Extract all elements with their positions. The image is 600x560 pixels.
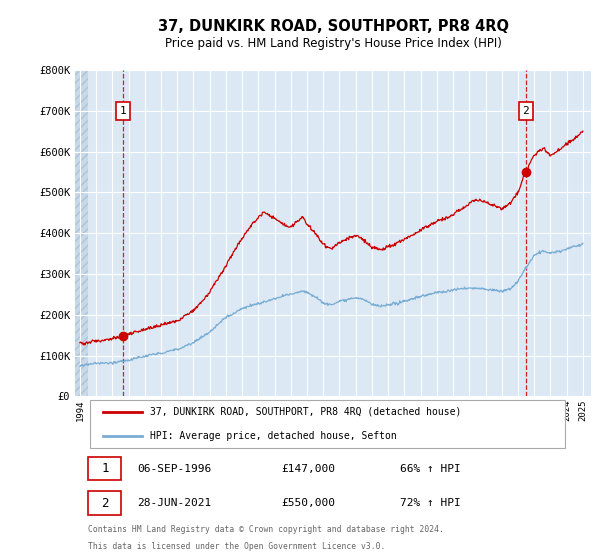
Text: Price paid vs. HM Land Registry's House Price Index (HPI): Price paid vs. HM Land Registry's House … — [164, 37, 502, 50]
Text: £147,000: £147,000 — [281, 464, 335, 474]
Text: This data is licensed under the Open Government Licence v3.0.: This data is licensed under the Open Gov… — [88, 543, 385, 552]
Text: 66% ↑ HPI: 66% ↑ HPI — [400, 464, 461, 474]
Text: Contains HM Land Registry data © Crown copyright and database right 2024.: Contains HM Land Registry data © Crown c… — [88, 525, 444, 534]
FancyBboxPatch shape — [88, 492, 121, 515]
Text: 37, DUNKIRK ROAD, SOUTHPORT, PR8 4RQ: 37, DUNKIRK ROAD, SOUTHPORT, PR8 4RQ — [158, 20, 509, 34]
Bar — [75, 70, 88, 396]
Text: 37, DUNKIRK ROAD, SOUTHPORT, PR8 4RQ (detached house): 37, DUNKIRK ROAD, SOUTHPORT, PR8 4RQ (de… — [150, 407, 461, 417]
FancyBboxPatch shape — [88, 457, 121, 480]
Text: 72% ↑ HPI: 72% ↑ HPI — [400, 498, 461, 508]
FancyBboxPatch shape — [91, 400, 565, 449]
Text: 1: 1 — [120, 106, 127, 116]
Text: HPI: Average price, detached house, Sefton: HPI: Average price, detached house, Seft… — [150, 431, 397, 441]
Text: 2: 2 — [523, 106, 529, 116]
Text: 28-JUN-2021: 28-JUN-2021 — [137, 498, 211, 508]
Text: 06-SEP-1996: 06-SEP-1996 — [137, 464, 211, 474]
Text: 2: 2 — [101, 497, 109, 510]
Text: 1: 1 — [101, 463, 109, 475]
Text: £550,000: £550,000 — [281, 498, 335, 508]
